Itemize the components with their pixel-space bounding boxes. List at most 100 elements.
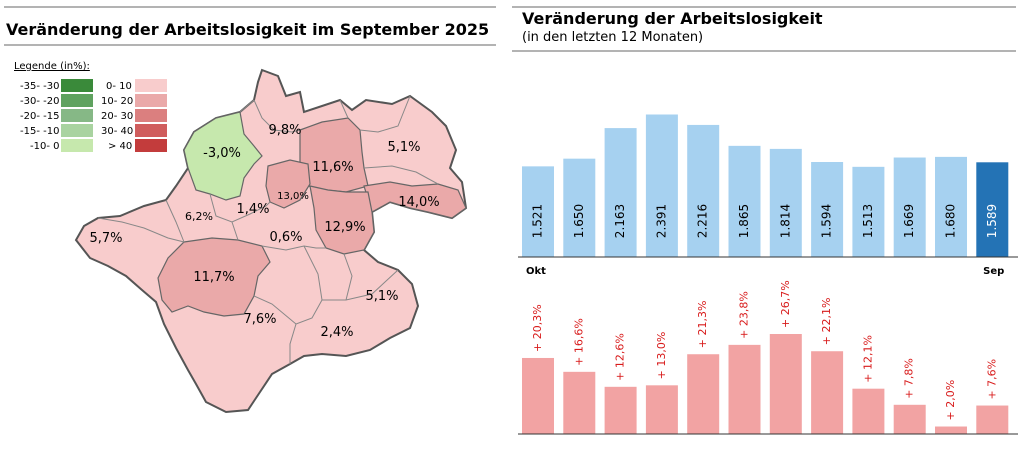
legend-swatch [135, 109, 167, 122]
map-label: 5,1% [365, 289, 398, 304]
count-value-label: 2.216 [696, 204, 710, 238]
change-value-label: + 21,3% [696, 301, 709, 349]
count-value-label: 1.650 [572, 204, 586, 238]
legend: Legende (in%): -35- -30 -30- -20 -20- -1… [14, 61, 167, 152]
map-label: 7,6% [243, 312, 276, 327]
district-perg [363, 181, 467, 219]
legend-swatch [135, 139, 167, 152]
district-map [74, 68, 468, 414]
legend-swatch [61, 109, 93, 122]
district-linz [265, 159, 311, 209]
change-value-label: + 2,0% [944, 380, 957, 421]
count-bar [976, 162, 1009, 257]
change-bar [604, 386, 637, 434]
count-value-label: 2.391 [654, 204, 668, 238]
map-label: 11,6% [312, 160, 353, 175]
district-linz-land [309, 185, 375, 255]
legend-swatch [61, 94, 93, 107]
count-bar [811, 162, 844, 257]
change-value-label: + 22,1% [820, 298, 833, 346]
legend-title: Legende (in%): [14, 61, 90, 72]
count-bar [769, 148, 802, 257]
count-bar [522, 166, 554, 257]
count-bar [604, 128, 637, 257]
change-bar [852, 388, 885, 434]
change-bar [935, 426, 967, 434]
district-borders [97, 95, 439, 364]
count-value-label: 1.513 [861, 204, 875, 238]
count-bar [645, 114, 678, 257]
legend-label: > 40 [108, 141, 132, 152]
change-bar [687, 354, 720, 434]
change-value-label: + 12,6% [614, 333, 627, 381]
change-bar [811, 351, 844, 434]
category-label: Okt [526, 266, 546, 277]
count-bar [563, 158, 596, 257]
chart-subtitle: (in den letzten 12 Monaten) [522, 30, 704, 45]
legend-label: 20- 30 [101, 111, 133, 122]
map-label: 1,4% [236, 202, 269, 217]
count-value-label: 2.163 [613, 204, 627, 238]
legend-label: 30- 40 [101, 126, 133, 137]
legend-swatch [61, 124, 93, 137]
change-value-label: + 16,6% [572, 318, 585, 366]
change-bar-chart: + 20,3% + 16,6% + 12,6% + 13,0% + 21,3% + 23,… [518, 280, 1018, 435]
map-label: 12,9% [324, 220, 365, 235]
map-label: -3,0% [203, 146, 241, 161]
change-value-label: + 26,7% [779, 280, 792, 328]
map-outline [74, 68, 468, 414]
count-bar [893, 157, 926, 257]
map-label: 0,6% [269, 230, 302, 245]
chart-title: Veränderung der Arbeitslosigkeit [522, 9, 823, 28]
count-value-label: 1.521 [531, 204, 545, 238]
map-label: 14,0% [398, 195, 439, 210]
change-bar [522, 357, 554, 434]
count-bar-chart: 1.521 Okt 1.650 2.163 2.391 2.216 1.865 1.814 1.… [518, 114, 1018, 277]
change-value-label: + 7,6% [985, 359, 998, 400]
change-bar [893, 404, 926, 434]
legend-swatch [135, 94, 167, 107]
legend-label: 10- 20 [101, 96, 133, 107]
left-title-rule [4, 44, 496, 46]
legend-label: -30- -20 [20, 96, 59, 107]
legend-swatch [61, 79, 93, 92]
district-rohrbach [183, 111, 263, 201]
map-label: 11,7% [193, 270, 234, 285]
change-value-label: + 23,8% [738, 291, 751, 339]
change-bar [976, 405, 1009, 434]
legend-label: -10- 0 [30, 141, 59, 152]
map-label: 5,1% [387, 140, 420, 155]
count-value-label: 1.814 [778, 204, 792, 238]
map-title: Veränderung der Arbeitslosigkeit im Sept… [6, 20, 490, 39]
left-top-rule [4, 6, 496, 8]
right-top-rule [512, 6, 1016, 8]
map-area: Legende (in%): -35- -30 -30- -20 -20- -1… [14, 61, 468, 414]
legend-label: 0- 10 [106, 81, 132, 92]
count-value-label: 1.669 [902, 204, 916, 238]
count-value-label: 1.594 [820, 204, 834, 238]
change-bar [563, 371, 596, 434]
change-bar [645, 385, 678, 434]
count-value-label: 1.865 [737, 204, 751, 238]
legend-swatch [135, 124, 167, 137]
count-value-label: 1.680 [944, 204, 958, 238]
legend-label: -15- -10 [20, 126, 59, 137]
legend-swatch [61, 139, 93, 152]
map-labels: -3,0% 9,8% 5,1% 11,6% 13,0% 1,4% 6,2% 14… [89, 123, 439, 340]
change-bar [728, 344, 761, 434]
legend-label: -20- -15 [20, 111, 59, 122]
legend-label: -35- -30 [20, 81, 59, 92]
map-label: 13,0% [277, 191, 309, 202]
map-label: 9,8% [268, 123, 301, 138]
district-kirchdorf [157, 237, 271, 317]
change-bar [769, 334, 802, 434]
legend-swatch [135, 79, 167, 92]
map-label: 5,7% [89, 231, 122, 246]
change-value-label: + 20,3% [531, 304, 544, 352]
change-value-label: + 7,8% [903, 358, 916, 399]
right-title-rule [512, 50, 1016, 52]
map-label: 6,2% [185, 210, 213, 223]
change-value-label: + 12,1% [861, 335, 874, 383]
count-bar [728, 145, 761, 257]
change-value-label: + 13,0% [655, 332, 668, 380]
